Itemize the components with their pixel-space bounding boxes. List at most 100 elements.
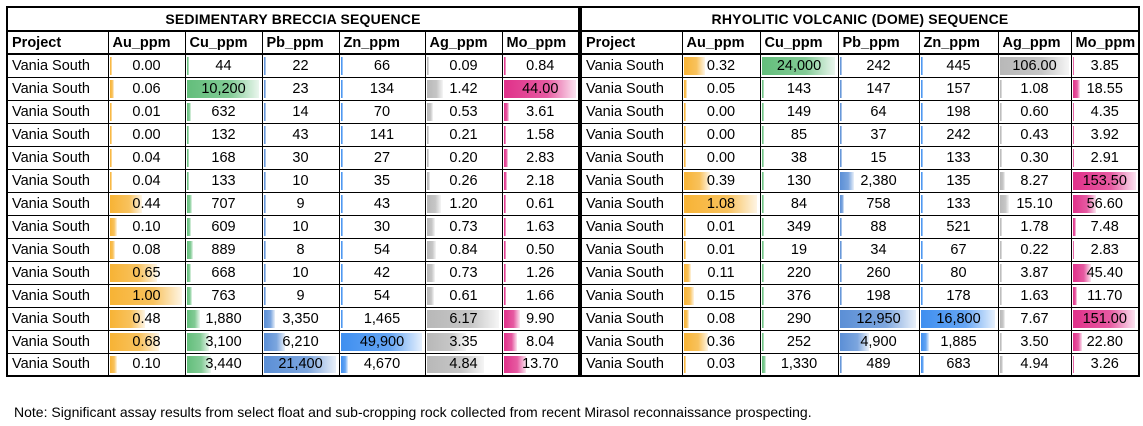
data-bar — [1072, 148, 1075, 167]
cell-value: 38 — [790, 149, 808, 166]
table-row: Vania South 1.00 763 9 54 0.61 1.66 — [6, 283, 580, 308]
assay-cell: 21,400 — [261, 352, 340, 377]
assay-cell: 12,950 — [837, 306, 920, 331]
cell-value: 707 — [211, 195, 236, 212]
cell-value: 0.03 — [706, 356, 736, 373]
assay-cell: 0.48 — [107, 306, 186, 331]
data-bar — [839, 102, 842, 121]
assay-cell: 0.26 — [424, 168, 503, 193]
data-bar — [920, 240, 923, 259]
data-bar — [340, 263, 344, 282]
project-cell: Vania South — [580, 352, 683, 377]
assay-cell: 1.78 — [997, 214, 1072, 239]
data-bar — [999, 240, 1002, 259]
data-bar — [340, 79, 344, 98]
assay-cell: 349 — [759, 214, 839, 239]
cell-value: 18.55 — [1086, 80, 1123, 97]
data-bar — [999, 125, 1002, 144]
data-bar — [426, 148, 429, 167]
data-bar — [340, 286, 344, 305]
table-row: Vania South 0.15 376 198 178 1.63 11.70 — [580, 283, 1140, 308]
project-cell: Vania South — [6, 352, 109, 377]
project-cell: Vania South — [580, 283, 683, 308]
assay-cell: 0.09 — [424, 53, 503, 78]
assay-cell: 609 — [184, 214, 263, 239]
cell-value: 1.78 — [1020, 218, 1049, 235]
data-bar — [761, 79, 764, 98]
assay-cell: 1.20 — [424, 191, 503, 216]
assay-cell: 6.17 — [424, 306, 503, 331]
data-bar — [503, 125, 507, 144]
data-bar — [683, 194, 758, 213]
assay-cell: 10 — [261, 168, 340, 193]
data-bar — [920, 148, 923, 167]
data-bar — [109, 355, 117, 373]
cell-value: 0.44 — [132, 195, 161, 212]
data-bar — [839, 171, 854, 190]
assay-cell: 22 — [261, 53, 340, 78]
cell-value: 9 — [296, 195, 305, 212]
assay-cell: 758 — [837, 191, 920, 216]
project-cell: Vania South — [6, 329, 109, 354]
data-bar — [340, 148, 344, 167]
data-bar — [263, 57, 266, 75]
cell-value: 8 — [296, 241, 305, 258]
data-bar — [761, 240, 764, 259]
assay-cell: 141 — [338, 122, 426, 147]
data-bar — [683, 355, 686, 373]
assay-cell: 2.83 — [501, 145, 580, 170]
cell-value: 133 — [946, 149, 971, 166]
column-header: Zn_ppm — [338, 30, 426, 55]
assay-cell: 0.00 — [681, 145, 761, 170]
data-bar — [263, 102, 266, 121]
data-bar — [340, 194, 344, 213]
cell-value: 143 — [786, 80, 812, 97]
assay-cell: 130 — [759, 168, 839, 193]
cell-value: 1.08 — [1020, 80, 1049, 97]
assay-cell: 10 — [261, 260, 340, 285]
cell-value: 0.00 — [132, 57, 161, 74]
data-bar — [503, 148, 509, 167]
data-bar — [503, 286, 507, 305]
assay-cell: 15 — [837, 145, 920, 170]
data-bar — [920, 194, 923, 213]
data-bar — [920, 171, 923, 190]
data-bar — [920, 332, 929, 351]
assay-cell: 376 — [759, 283, 839, 308]
data-bar — [761, 309, 764, 328]
cell-value: 12,950 — [856, 310, 901, 327]
cell-value: 0.36 — [706, 333, 736, 350]
data-bar — [340, 125, 344, 144]
assay-cell: 521 — [918, 214, 999, 239]
data-bar — [263, 217, 266, 236]
data-bar — [839, 240, 842, 259]
cell-value: 260 — [866, 264, 891, 281]
cell-value: 0.65 — [132, 264, 161, 281]
data-bar — [186, 102, 192, 121]
cell-value: 67 — [950, 241, 967, 258]
data-bar — [839, 309, 917, 328]
assay-cell: 88 — [837, 214, 920, 239]
data-bar — [426, 263, 436, 282]
cell-value: 198 — [866, 287, 891, 304]
data-bar — [109, 125, 112, 144]
assay-cell: 24,000 — [759, 53, 839, 78]
data-bar — [263, 355, 337, 373]
assay-cell: 0.04 — [107, 145, 186, 170]
cell-value: 7.48 — [1090, 218, 1119, 235]
cell-value: 0.06 — [132, 80, 161, 97]
cell-value: 35 — [373, 172, 391, 189]
data-bar — [340, 57, 344, 75]
cell-value: 3.85 — [1090, 57, 1119, 74]
project-cell: Vania South — [6, 145, 109, 170]
cell-value: 0.01 — [706, 218, 736, 235]
assay-cell: 4.94 — [997, 352, 1072, 377]
assay-cell: 35 — [338, 168, 426, 193]
table-row: Vania South 0.65 668 10 42 0.73 1.26 — [6, 260, 580, 285]
cell-value: 668 — [211, 264, 236, 281]
data-bar — [263, 125, 266, 144]
assay-cell: 0.61 — [501, 191, 580, 216]
data-bar — [109, 79, 114, 98]
assay-cell: 0.53 — [424, 99, 503, 124]
project-cell: Vania South — [6, 306, 109, 331]
